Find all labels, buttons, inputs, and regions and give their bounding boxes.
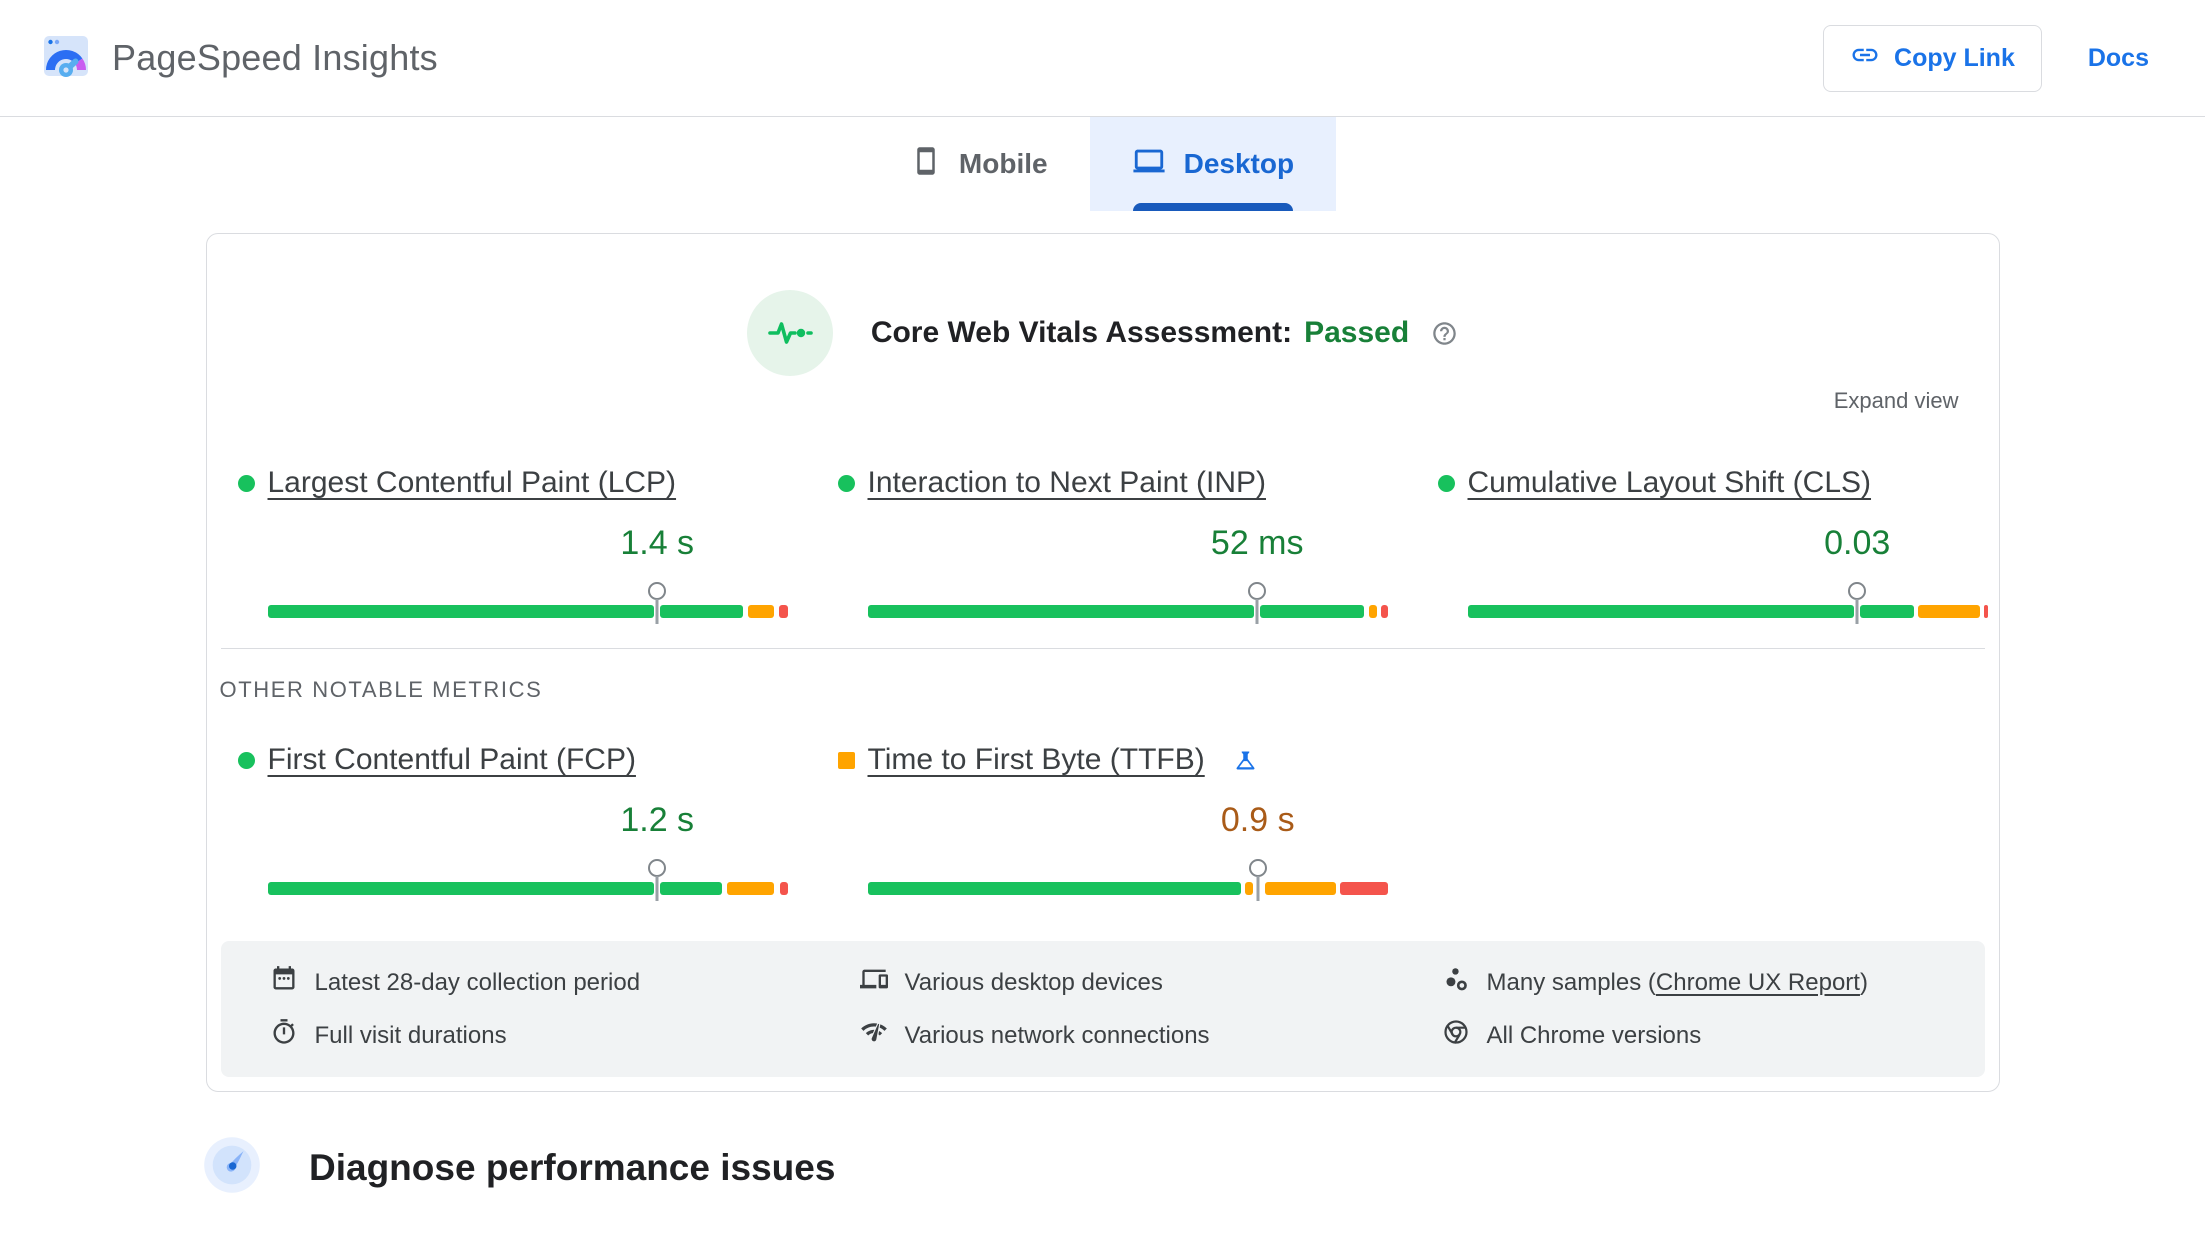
device-tabbar: Mobile Desktop (0, 117, 2205, 211)
gauge: 52 ms (867, 502, 1389, 620)
metric-value: 0.03 (1824, 524, 1891, 562)
footnote-text: Various network connections (904, 1021, 1210, 1049)
experimental-flask-icon[interactable] (1232, 747, 1259, 774)
gauge-track (267, 605, 789, 618)
assessment-result: Passed (1304, 316, 1410, 349)
metric-dot (837, 751, 855, 769)
calendar-icon (270, 965, 298, 1000)
footnote-durations: Full visit durations (270, 1018, 860, 1053)
metric-cls: Cumulative Layout Shift (CLS) 0.03 (1437, 466, 1989, 620)
metric-dot (237, 751, 255, 769)
metric-value: 0.9 s (1220, 801, 1295, 839)
pulse-icon (746, 290, 833, 376)
footnote-collection-period: Latest 28-day collection period (270, 965, 860, 1000)
gauge-marker (649, 582, 665, 624)
metric-value: 52 ms (1210, 524, 1304, 562)
gauge-track (267, 882, 789, 895)
metric-fcp: First Contentful Paint (FCP) 1.2 s (237, 743, 789, 897)
metric-dot (237, 474, 255, 492)
gauge-marker (649, 859, 665, 901)
metric-dot (1437, 474, 1455, 492)
copy-link-label: Copy Link (1894, 43, 2015, 72)
diagnose-section: Diagnose performance issues (203, 1136, 2205, 1199)
network-icon (860, 1018, 888, 1053)
footnote-text: All Chrome versions (1486, 1021, 1702, 1049)
samples-icon (1442, 965, 1470, 1000)
footnote-text: Many samples (Chrome UX Report) (1486, 968, 1868, 996)
link-icon (1850, 40, 1880, 77)
collection-footnotes: Latest 28-day collection period Various … (220, 941, 1985, 1077)
footnote-network: Various network connections (860, 1018, 1442, 1053)
gauge-track (867, 605, 1389, 618)
core-metrics-row: Largest Contentful Paint (LCP) 1.4 s Int… (207, 466, 1999, 620)
footnote-text: Full visit durations (314, 1021, 507, 1049)
gauge: 0.03 (1467, 502, 1989, 620)
metric-inp: Interaction to Next Paint (INP) 52 ms (837, 466, 1389, 620)
app-title: PageSpeed Insights (112, 37, 438, 78)
gauge-marker (1250, 859, 1266, 901)
metric-name-link[interactable]: Time to First Byte (TTFB) (867, 743, 1205, 776)
gauge-track (867, 882, 1389, 895)
chrome-ux-report-link[interactable]: Chrome UX Report (1655, 968, 1860, 996)
devices-icon (859, 965, 888, 1000)
brand[interactable]: PageSpeed Insights (42, 32, 438, 85)
gauge: 0.9 s (867, 779, 1389, 897)
metric-lcp: Largest Contentful Paint (LCP) 1.4 s (237, 466, 789, 620)
other-metrics-row: First Contentful Paint (FCP) 1.2 s Time … (207, 743, 1999, 897)
tab-mobile-label: Mobile (958, 148, 1048, 179)
copy-link-button[interactable]: Copy Link (1823, 24, 2042, 92)
chrome-icon (1442, 1018, 1470, 1053)
metric-dot (837, 474, 855, 492)
footnote-text: Latest 28-day collection period (314, 968, 641, 996)
app-header: PageSpeed Insights Copy Link Docs (0, 0, 2205, 117)
gauge-marker (1249, 582, 1265, 624)
footnote-chrome-versions: All Chrome versions (1442, 1018, 1965, 1053)
tab-desktop[interactable]: Desktop (1089, 117, 1337, 211)
metric-name-link[interactable]: Cumulative Layout Shift (CLS) (1467, 466, 1872, 499)
gauge-marker (1849, 582, 1865, 624)
pagespeed-logo-icon (42, 32, 90, 85)
gauge-track (1467, 605, 1989, 618)
gauge: 1.2 s (267, 779, 789, 897)
gauge: 1.4 s (267, 502, 789, 620)
help-icon[interactable] (1431, 320, 1458, 347)
assessment-title: Core Web Vitals Assessment: (870, 316, 1293, 349)
timer-icon (270, 1018, 298, 1053)
section-divider (220, 648, 1985, 649)
diagnose-title: Diagnose performance issues (309, 1146, 836, 1188)
footnote-text: Various desktop devices (904, 968, 1163, 996)
docs-link[interactable]: Docs (2087, 43, 2149, 72)
laptop-icon (1132, 144, 1166, 185)
footnote-devices: Various desktop devices (859, 965, 1442, 1000)
metric-value: 1.4 s (620, 524, 695, 562)
expand-view-link[interactable]: Expand view (1833, 388, 1959, 413)
metric-ttfb: Time to First Byte (TTFB) 0.9 s (837, 743, 1389, 897)
footnote-samples: Many samples (Chrome UX Report) (1442, 965, 1965, 1000)
other-metrics-title: OTHER NOTABLE METRICS (219, 677, 543, 702)
metric-name-link[interactable]: Interaction to Next Paint (INP) (867, 466, 1267, 499)
phone-icon (911, 146, 941, 183)
metric-name-link[interactable]: Largest Contentful Paint (LCP) (267, 466, 677, 499)
active-tab-indicator (1132, 203, 1293, 211)
metric-empty-slot (1468, 743, 1989, 897)
gauge-icon (203, 1136, 261, 1199)
field-data-card: Core Web Vitals Assessment: Passed Expan… (205, 233, 2000, 1092)
metric-name-link[interactable]: First Contentful Paint (FCP) (267, 743, 636, 776)
metric-value: 1.2 s (620, 801, 695, 839)
cwv-assessment-header: Core Web Vitals Assessment: Passed (207, 234, 1999, 376)
tab-mobile[interactable]: Mobile (869, 117, 1090, 211)
tab-desktop-label: Desktop (1183, 148, 1295, 179)
